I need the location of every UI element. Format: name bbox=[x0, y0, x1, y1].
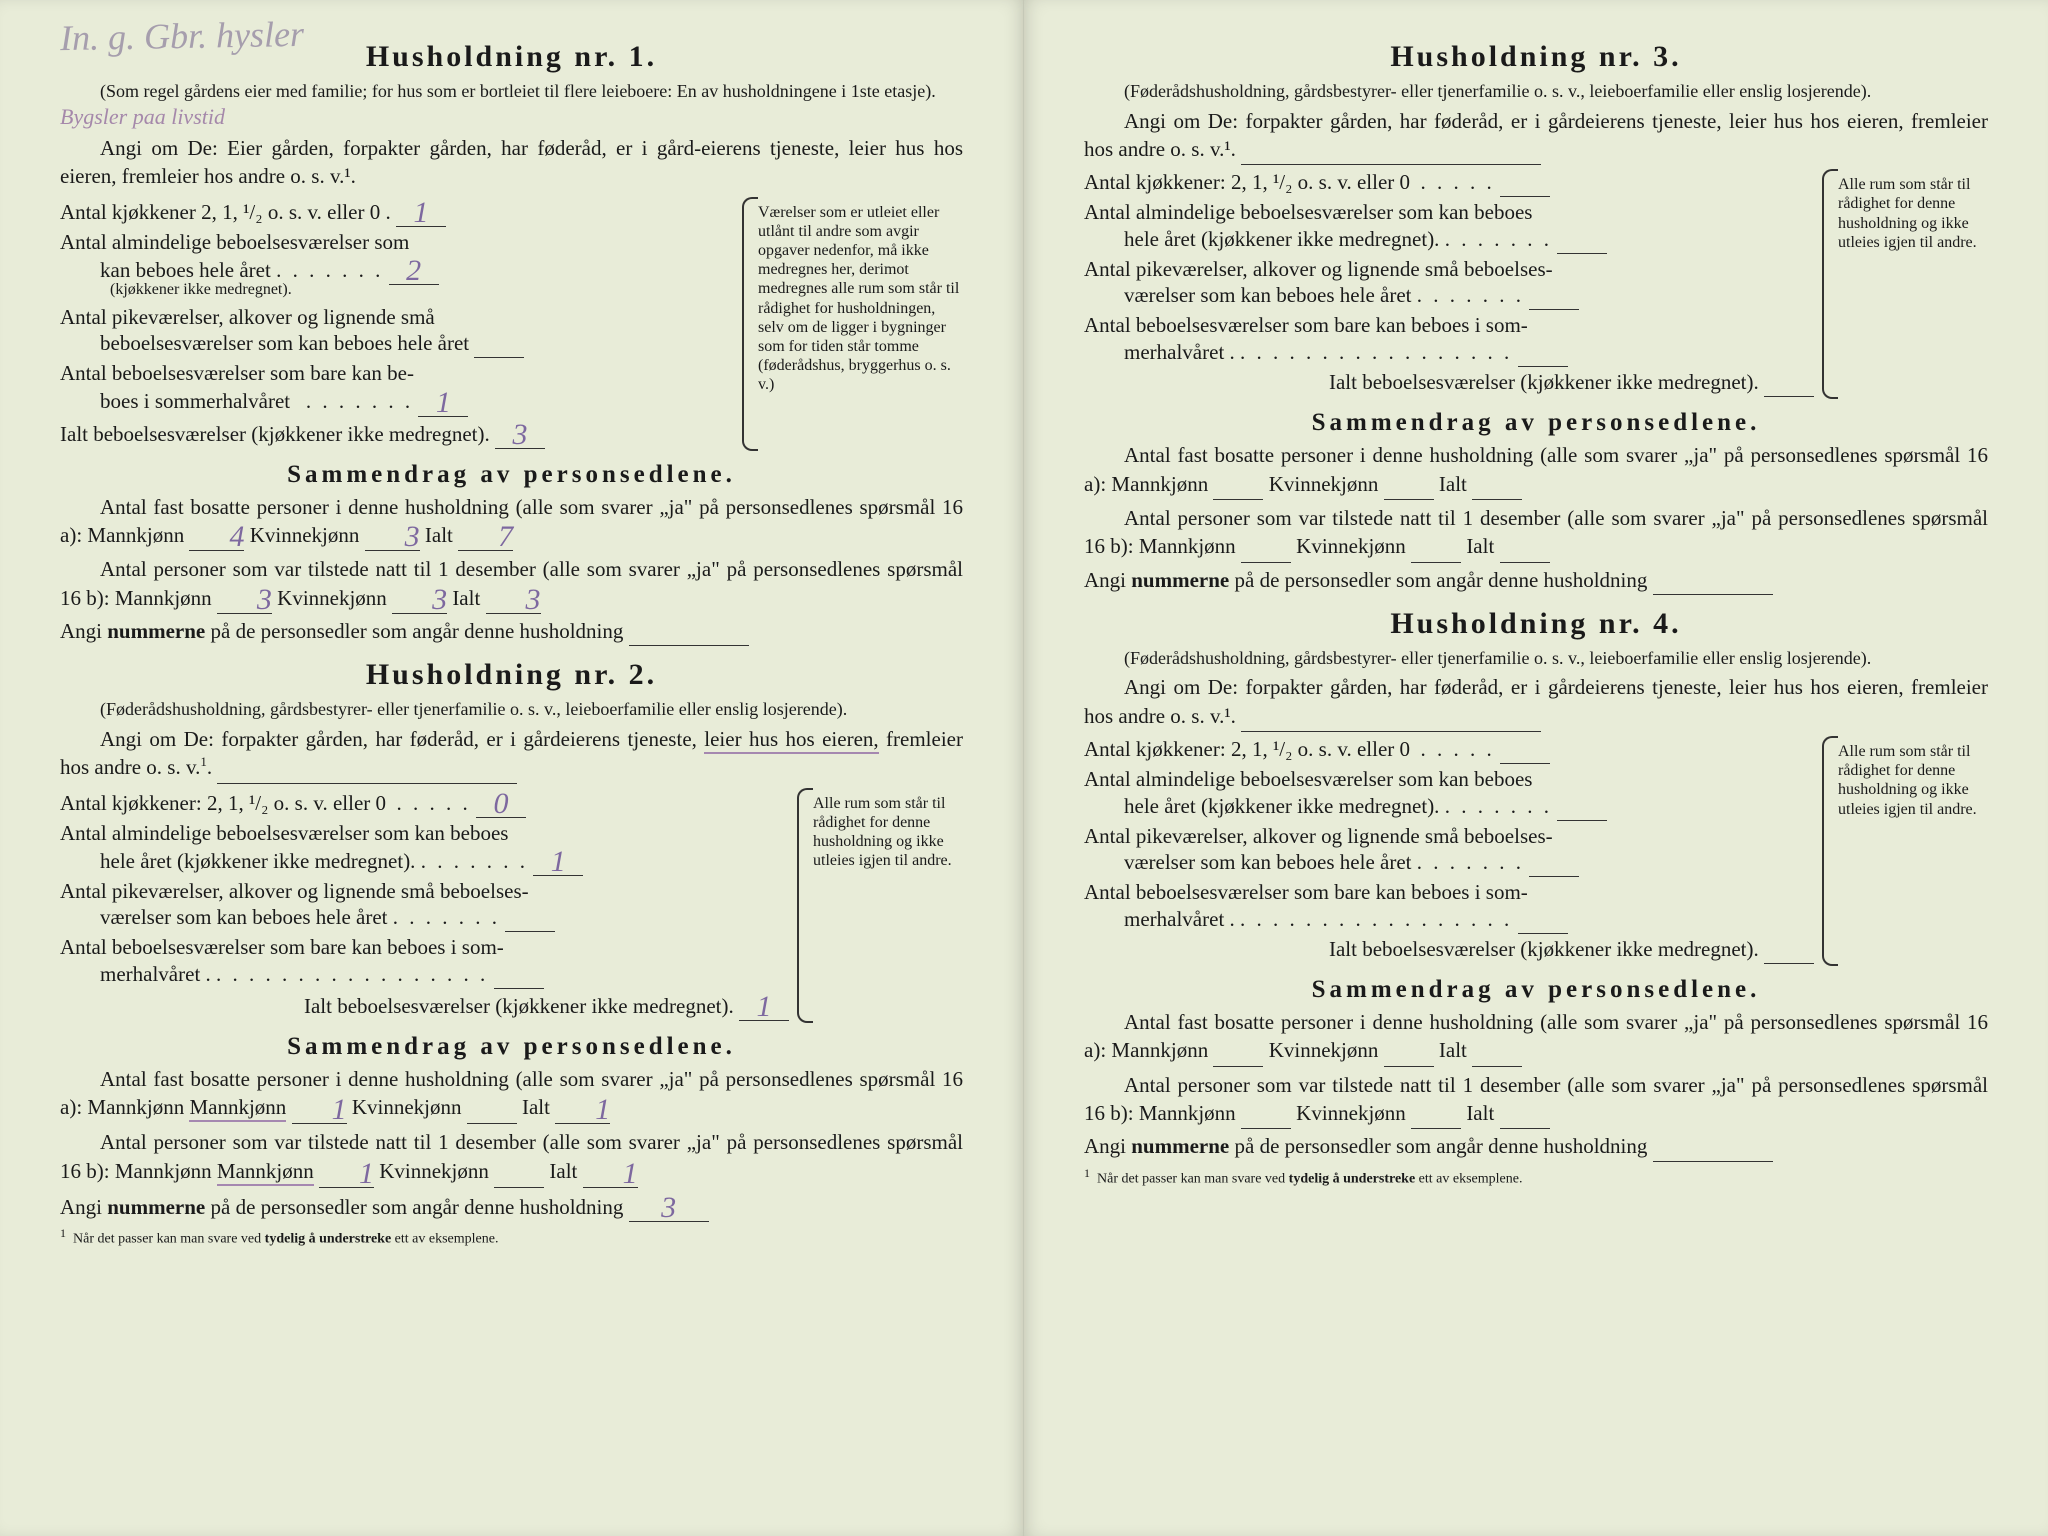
h3-q-alm: Antal almindelige beboelsesværelser som … bbox=[1084, 199, 1824, 252]
h2-16a-i: 1 bbox=[555, 1096, 610, 1124]
h2-side-note: Alle rum som står til rådighet for denne… bbox=[813, 788, 963, 1023]
h1-angi: Angi om De: Eier gården, forpakter gårde… bbox=[60, 134, 963, 191]
handwriting-margin: In. g. Gbr. hysler bbox=[60, 13, 305, 59]
h1-subtitle: (Som regel gårdens eier med familie; for… bbox=[60, 80, 963, 130]
h3-questions: Antal kjøkkener: 2, 1, ¹/₂ o. s. v. elle… bbox=[1084, 169, 1824, 399]
h2-angi: Angi om De: forpakter gården, har føderå… bbox=[60, 725, 963, 782]
h1-16b-k: 3 bbox=[392, 586, 447, 614]
footnote-right: 1 Når det passer kan man svare ved tydel… bbox=[1084, 1166, 1988, 1188]
h4-title: Husholdning nr. 4. bbox=[1084, 607, 1988, 641]
h1-side-note: Værelser som er utleiet eller utlånt til… bbox=[758, 197, 963, 451]
h1-v-alm: 2 bbox=[389, 257, 439, 285]
h1-q-kjokken: Antal kjøkkener 2, 1, ¹/₂ o. s. v. eller… bbox=[60, 197, 744, 225]
husholdning-1: Husholdning nr. 1. (Som regel gårdens ei… bbox=[60, 40, 963, 644]
h1-p16b: Antal personer som var tilstede natt til… bbox=[60, 555, 963, 612]
h2-16a-k bbox=[467, 1123, 517, 1124]
left-page: In. g. Gbr. hysler Husholdning nr. 1. (S… bbox=[0, 0, 1024, 1536]
h3-angi-num: Angi nummerne på de personsedler som ang… bbox=[1084, 567, 1988, 593]
h2-v-sommer bbox=[494, 988, 544, 989]
h3-q-ialt: Ialt beboelsesværelser (kjøkkener ikke m… bbox=[1084, 369, 1824, 395]
footnote-left: 1 Når det passer kan man svare ved tydel… bbox=[60, 1226, 963, 1248]
h1-p16a: Antal fast bosatte personer i denne hush… bbox=[60, 493, 963, 550]
brace-icon bbox=[797, 788, 813, 1023]
h1-16a-i: 7 bbox=[458, 523, 513, 551]
h2-v-pike bbox=[505, 931, 555, 932]
h2-16b-m: 1 bbox=[319, 1160, 374, 1188]
h3-title: Husholdning nr. 3. bbox=[1084, 40, 1988, 74]
h2-v-alm: 1 bbox=[533, 848, 583, 876]
h2-p16b: Antal personer som var tilstede natt til… bbox=[60, 1128, 963, 1186]
h4-q-kjokken: Antal kjøkkener: 2, 1, ¹/₂ o. s. v. elle… bbox=[1084, 736, 1824, 762]
right-page: Husholdning nr. 3. (Føderådshusholdning,… bbox=[1024, 0, 2048, 1536]
h2-samm-title: Sammendrag av personsedlene. bbox=[60, 1033, 963, 1061]
h2-angi-num: Angi nummerne på de personsedler som ang… bbox=[60, 1192, 963, 1220]
h2-q-sommer: Antal beboelsesværelser som bare kan beb… bbox=[60, 934, 799, 987]
h1-q-sommer: Antal beboelsesværelser som bare kan be-… bbox=[60, 360, 744, 414]
h1-16a-m: 4 bbox=[189, 523, 244, 551]
h1-16b-m: 3 bbox=[217, 586, 272, 614]
h1-samm-title: Sammendrag av personsedlene. bbox=[60, 461, 963, 489]
h1-angi-num: Angi nummerne på de personsedler som ang… bbox=[60, 618, 963, 644]
h3-angi: Angi om De: forpakter gården, har føderå… bbox=[1084, 107, 1988, 164]
h1-16a-k: 3 bbox=[365, 523, 420, 551]
h4-questions-block: Antal kjøkkener: 2, 1, ¹/₂ o. s. v. elle… bbox=[1084, 736, 1988, 966]
h2-16b-i: 1 bbox=[583, 1160, 638, 1188]
h4-p16a: Antal fast bosatte personer i denne hush… bbox=[1084, 1008, 1988, 1065]
h4-p16b: Antal personer som var tilstede natt til… bbox=[1084, 1071, 1988, 1128]
h1-q-ialt: Ialt beboelsesværelser (kjøkkener ikke m… bbox=[60, 419, 744, 447]
brace-icon bbox=[1822, 736, 1838, 966]
h1-v-kjokken: 1 bbox=[396, 199, 446, 227]
h1-v-ialt: 3 bbox=[495, 421, 545, 449]
h2-v-ialt: 1 bbox=[739, 993, 789, 1021]
h4-q-sommer: Antal beboelsesværelser som bare kan beb… bbox=[1084, 879, 1824, 932]
h1-v-sommer: 1 bbox=[418, 389, 468, 417]
h2-q-kjokken: Antal kjøkkener: 2, 1, ¹/₂ o. s. v. elle… bbox=[60, 788, 799, 816]
h4-q-alm: Antal almindelige beboelsesværelser som … bbox=[1084, 766, 1824, 819]
h1-questions-block: Antal kjøkkener 2, 1, ¹/₂ o. s. v. eller… bbox=[60, 197, 963, 451]
h2-q-ialt: Ialt beboelsesværelser (kjøkkener ikke m… bbox=[60, 991, 799, 1019]
h2-16a-m: 1 bbox=[292, 1096, 347, 1124]
h3-subtitle: (Føderådshusholdning, gårdsbestyrer- ell… bbox=[1084, 80, 1988, 103]
h1-q-pike: Antal pikeværelser, alkover og lignende … bbox=[60, 304, 744, 357]
h2-16b-k bbox=[494, 1187, 544, 1188]
brace-icon bbox=[742, 197, 758, 451]
husholdning-3: Husholdning nr. 3. (Føderådshusholdning,… bbox=[1084, 40, 1988, 593]
h3-questions-block: Antal kjøkkener: 2, 1, ¹/₂ o. s. v. elle… bbox=[1084, 169, 1988, 399]
brace-icon bbox=[1822, 169, 1838, 399]
h1-questions: Antal kjøkkener 2, 1, ¹/₂ o. s. v. eller… bbox=[60, 197, 744, 451]
h3-q-kjokken: Antal kjøkkener: 2, 1, ¹/₂ o. s. v. elle… bbox=[1084, 169, 1824, 195]
h3-p16a: Antal fast bosatte personer i denne hush… bbox=[1084, 441, 1988, 498]
husholdning-4: Husholdning nr. 4. (Føderådshusholdning,… bbox=[1084, 607, 1988, 1187]
h2-p16a: Antal fast bosatte personer i denne hush… bbox=[60, 1065, 963, 1123]
h4-samm-title: Sammendrag av personsedlene. bbox=[1084, 976, 1988, 1004]
h4-q-pike: Antal pikeværelser, alkover og lignende … bbox=[1084, 823, 1824, 876]
h2-questions-block: Antal kjøkkener: 2, 1, ¹/₂ o. s. v. elle… bbox=[60, 788, 963, 1023]
h4-angi-num: Angi nummerne på de personsedler som ang… bbox=[1084, 1133, 1988, 1159]
h2-angi-num-v: 3 bbox=[629, 1194, 709, 1222]
h2-title: Husholdning nr. 2. bbox=[60, 658, 963, 692]
h4-subtitle: (Føderådshusholdning, gårdsbestyrer- ell… bbox=[1084, 647, 1988, 670]
h1-16b-i: 3 bbox=[486, 586, 541, 614]
husholdning-2: Husholdning nr. 2. (Føderådshusholdning,… bbox=[60, 658, 963, 1247]
h3-q-pike: Antal pikeværelser, alkover og lignende … bbox=[1084, 256, 1824, 309]
h4-q-ialt: Ialt beboelsesværelser (kjøkkener ikke m… bbox=[1084, 936, 1824, 962]
h2-q-alm: Antal almindelige beboelsesværelser som … bbox=[60, 820, 799, 874]
h3-samm-title: Sammendrag av personsedlene. bbox=[1084, 409, 1988, 437]
h3-p16b: Antal personer som var tilstede natt til… bbox=[1084, 504, 1988, 561]
h2-q-pike: Antal pikeværelser, alkover og lignende … bbox=[60, 878, 799, 931]
h1-q-alm: Antal almindelige beboelsesværelser som … bbox=[60, 229, 744, 300]
h1-subtitle-text: (Som regel gårdens eier med familie; for… bbox=[100, 81, 936, 101]
h3-side-note: Alle rum som står til rådighet for denne… bbox=[1838, 169, 1988, 399]
h3-q-sommer: Antal beboelsesværelser som bare kan beb… bbox=[1084, 312, 1824, 365]
h2-subtitle: (Føderådshusholdning, gårdsbestyrer- ell… bbox=[60, 698, 963, 721]
h1-v-pike bbox=[474, 357, 524, 358]
h2-questions: Antal kjøkkener: 2, 1, ¹/₂ o. s. v. elle… bbox=[60, 788, 799, 1023]
h2-v-kjokken: 0 bbox=[476, 790, 526, 818]
h1-subtitle-hw: Bygsler paa livstid bbox=[60, 104, 225, 129]
h4-questions: Antal kjøkkener: 2, 1, ¹/₂ o. s. v. elle… bbox=[1084, 736, 1824, 966]
h4-angi: Angi om De: forpakter gården, har føderå… bbox=[1084, 673, 1988, 730]
h4-side-note: Alle rum som står til rådighet for denne… bbox=[1838, 736, 1988, 966]
